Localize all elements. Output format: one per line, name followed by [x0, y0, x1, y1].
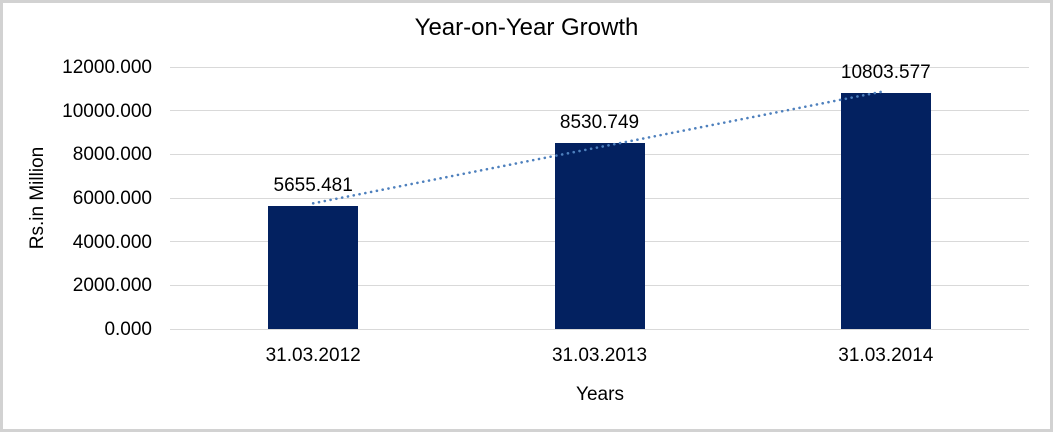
x-axis-category-label: 31.03.2013: [551, 345, 648, 366]
y-axis-tick-label: 8000.000: [72, 144, 152, 166]
gridline: [170, 328, 1029, 330]
bar-31.03.2012: [268, 205, 359, 329]
y-axis-tick-label: 2000.000: [72, 275, 152, 297]
y-axis-tick-label: 4000.000: [72, 231, 152, 253]
y-axis-tick-label: 0.000: [104, 319, 152, 340]
data-label: 5655.481: [273, 174, 353, 196]
bar-31.03.2014: [840, 93, 931, 329]
gridline: [170, 66, 1029, 68]
y-axis-tick-label: 6000.000: [72, 188, 152, 209]
x-axis-category-label: 31.03.2012: [265, 345, 361, 366]
x-axis-title: Years: [576, 384, 624, 405]
data-label: 10803.577: [840, 62, 931, 84]
chart-title: Year-on-Year Growth: [414, 14, 639, 41]
y-axis-tick-label: 12000.000: [62, 57, 152, 78]
bar-31.03.2013: [554, 142, 645, 329]
x-axis-category-label: 31.03.2014: [838, 345, 934, 366]
y-axis-tick-label: 10000.000: [62, 100, 152, 122]
data-label: 8530.749: [559, 111, 640, 133]
